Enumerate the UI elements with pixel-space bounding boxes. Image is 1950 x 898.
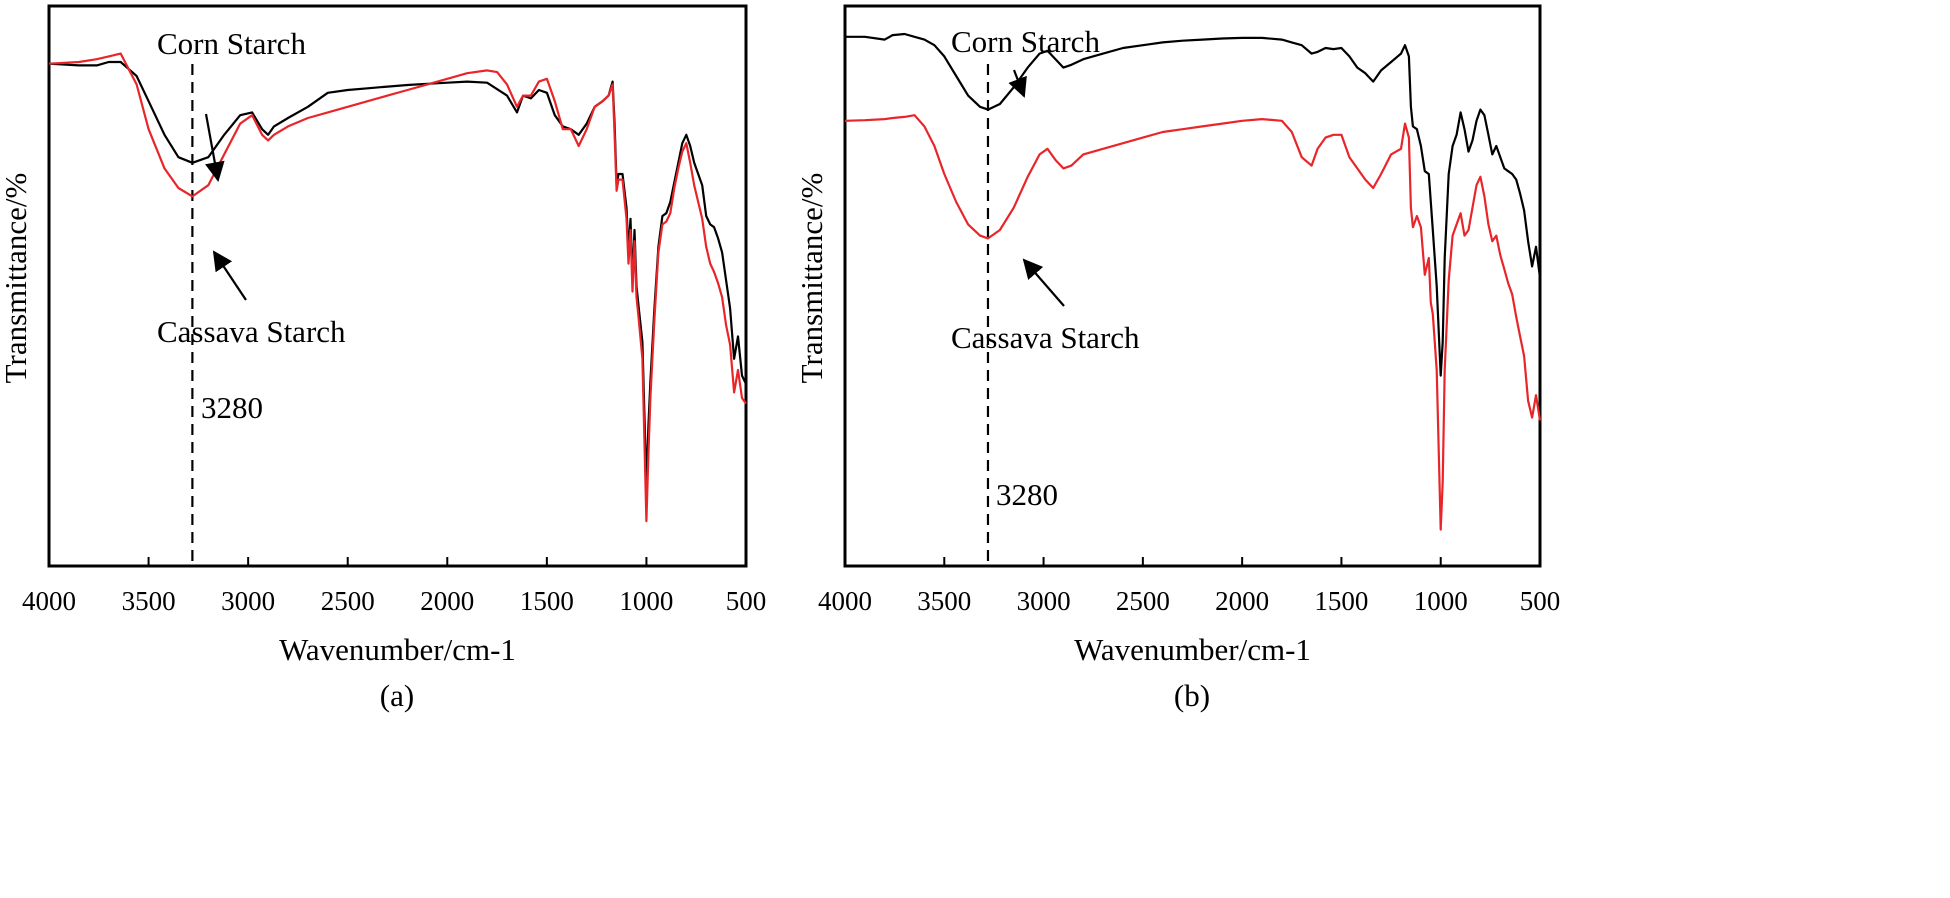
annotation-corn-starch: Corn Starch <box>157 26 306 61</box>
annotation-corn-starch: Corn Starch <box>951 24 1100 59</box>
x-axis-label: Wavenumber/cm-1 <box>1074 632 1311 667</box>
x-tick-label: 1500 <box>520 586 574 616</box>
panel-caption: (a) <box>380 678 414 713</box>
arrow-cassava-starch <box>212 250 247 301</box>
plot-frame <box>843 4 1542 568</box>
arrow-cassava-starch <box>1022 258 1065 307</box>
panel-caption: (b) <box>1174 678 1210 713</box>
arrow-corn-starch <box>1008 69 1027 98</box>
reference-line-label: 3280 <box>996 477 1058 512</box>
x-axis-label: Wavenumber/cm-1 <box>279 632 516 667</box>
series-line-cassava-starch <box>844 114 1542 531</box>
x-tick-label: 2500 <box>321 586 375 616</box>
y-axis-label: Transmittance/% <box>0 173 33 384</box>
x-tick-label: 3500 <box>917 586 971 616</box>
x-tick-label: 4000 <box>818 586 872 616</box>
series-line-cassava-starch <box>48 52 747 523</box>
x-tick-label: 1000 <box>619 586 673 616</box>
x-tick-label: 3500 <box>122 586 176 616</box>
x-tick-label: 2000 <box>420 586 474 616</box>
series-line-corn-starch <box>48 60 747 486</box>
x-tick-label: 1500 <box>1314 586 1368 616</box>
x-tick-label: 2500 <box>1116 586 1170 616</box>
x-tick-label: 500 <box>1520 586 1561 616</box>
chart-panel-a: 4000 3500 3000 2500 2000 1500 1000 500 Wavenumbe… <box>0 4 767 713</box>
annotation-cassava-starch: Cassava Starch <box>951 320 1140 355</box>
x-tick-label: 500 <box>726 586 767 616</box>
x-tick-label: 2000 <box>1215 586 1269 616</box>
reference-line-label: 3280 <box>201 390 263 425</box>
arrow-corn-starch <box>204 113 225 182</box>
annotation-cassava-starch: Cassava Starch <box>157 314 346 349</box>
plot-frame <box>47 4 748 568</box>
chart-panel-b: 4000 3500 3000 2500 2000 1500 1000 500 Wavenumbe… <box>794 4 1561 713</box>
x-tick-label: 4000 <box>22 586 76 616</box>
x-tick-label: 3000 <box>221 586 275 616</box>
y-axis-label: Transmittance/% <box>794 173 829 384</box>
x-tick-label: 3000 <box>1017 586 1071 616</box>
series-line-corn-starch <box>845 32 1542 377</box>
x-tick-label: 1000 <box>1414 586 1468 616</box>
